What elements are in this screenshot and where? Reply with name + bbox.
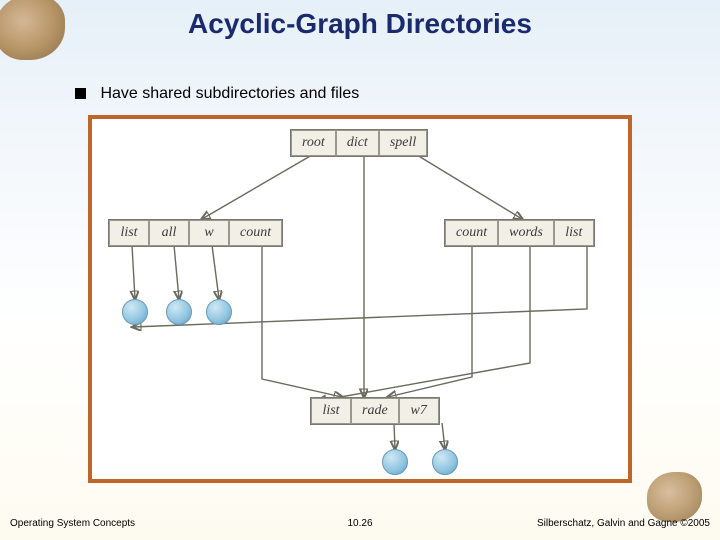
edge — [174, 245, 179, 299]
dir-cell-rade: rade — [351, 398, 399, 424]
dir-cell-list: list — [311, 398, 351, 424]
dir-cell-words: words — [498, 220, 554, 246]
bullet-text: Have shared subdirectories and files — [100, 85, 359, 102]
slide-title: Acyclic-Graph Directories — [0, 8, 720, 40]
footer-right: Silberschatz, Galvin and Gagne ©2005 — [537, 518, 710, 529]
edge — [133, 245, 587, 327]
footer-center: 10.26 — [347, 518, 372, 529]
edge — [318, 245, 530, 401]
dir-cell-count: count — [445, 220, 498, 246]
dir-cell-w7: w7 — [399, 398, 439, 424]
edge — [394, 423, 395, 449]
file-w7-leaf — [432, 449, 458, 475]
dir-cell-spell: spell — [379, 130, 427, 156]
edge — [202, 155, 312, 219]
file-list-leaf — [122, 299, 148, 325]
dir-cell-root: root — [291, 130, 336, 156]
edge — [262, 245, 342, 397]
footer-left: Operating System Concepts — [10, 518, 135, 529]
edge — [388, 245, 472, 397]
slide-footer: Operating System Concepts 10.26 Silbersc… — [0, 518, 720, 536]
file-w-leaf — [206, 299, 232, 325]
edge — [132, 245, 135, 299]
directory-diagram: rootdictspelllistallwcountcountwordslist… — [88, 115, 632, 483]
edge — [212, 245, 219, 299]
dir-cell-all: all — [149, 220, 189, 246]
dir-group-bot: listradew7 — [310, 397, 440, 425]
dir-group-top: rootdictspell — [290, 129, 428, 157]
dir-cell-w: w — [189, 220, 229, 246]
edge — [442, 423, 445, 449]
dir-cell-list: list — [554, 220, 594, 246]
dinosaur-logo-bottom-right — [647, 472, 702, 522]
dir-group-right: countwordslist — [444, 219, 595, 247]
dir-cell-count: count — [229, 220, 282, 246]
bullet-line: Have shared subdirectories and files — [75, 85, 359, 103]
edge — [417, 155, 522, 219]
file-rade-leaf — [382, 449, 408, 475]
dir-cell-dict: dict — [336, 130, 379, 156]
diagram-edges — [92, 119, 628, 479]
bullet-square-icon — [75, 88, 86, 99]
file-all-leaf — [166, 299, 192, 325]
dir-group-left: listallwcount — [108, 219, 283, 247]
dir-cell-list: list — [109, 220, 149, 246]
